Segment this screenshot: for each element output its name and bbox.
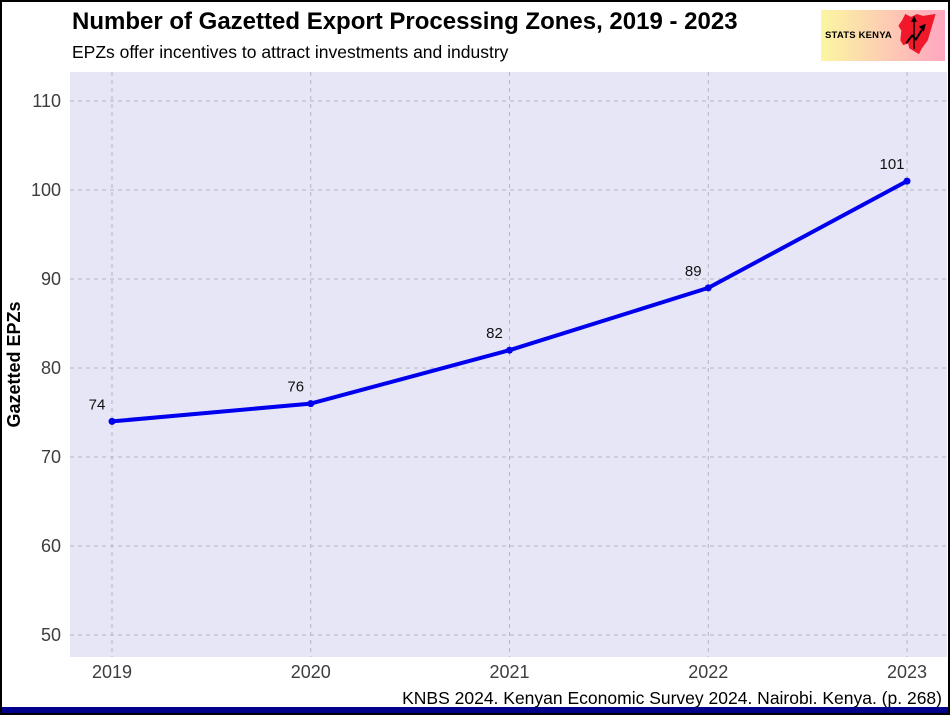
stats-kenya-logo: STATS KENYA	[821, 10, 945, 61]
plot-area	[70, 72, 947, 657]
gridlines	[70, 72, 947, 657]
svg-text:101: 101	[879, 156, 904, 173]
logo-trend-line	[905, 26, 925, 44]
logo-axis-arrowhead	[911, 15, 917, 22]
svg-text:50: 50	[41, 625, 61, 645]
footer-bar	[2, 707, 948, 713]
chart-subtitle: EPZs offer incentives to attract investm…	[72, 41, 509, 62]
svg-text:70: 70	[41, 447, 61, 467]
point-labels: 74 76 82 89 101	[89, 156, 905, 413]
logo-trend-arrowhead	[918, 23, 926, 32]
svg-text:2020: 2020	[291, 662, 331, 682]
svg-text:76: 76	[287, 379, 304, 396]
y-axis-title: Gazetted EPZs	[4, 301, 24, 427]
chart-header: Number of Gazetted Export Processing Zon…	[72, 8, 738, 63]
svg-text:2023: 2023	[887, 662, 927, 682]
svg-text:100: 100	[31, 180, 61, 200]
logo-text: STATS KENYA	[825, 30, 892, 41]
svg-text:90: 90	[41, 269, 61, 289]
svg-text:60: 60	[41, 536, 61, 556]
chart-title: Number of Gazetted Export Processing Zon…	[72, 8, 738, 35]
x-tick-labels: 2019 2020 2021 2022 2023	[92, 662, 927, 682]
point-markers	[108, 177, 911, 425]
svg-text:110: 110	[32, 91, 61, 111]
kenya-map-path	[898, 13, 936, 55]
svg-text:80: 80	[41, 358, 61, 378]
svg-text:2019: 2019	[92, 662, 132, 682]
kenya-map-icon	[898, 13, 936, 55]
svg-text:2021: 2021	[489, 662, 529, 682]
svg-text:74: 74	[89, 396, 106, 413]
y-tick-labels: 50 60 70 80 90 100 110	[31, 91, 61, 645]
svg-text:2022: 2022	[688, 662, 728, 682]
svg-text:82: 82	[486, 325, 503, 342]
svg-text:89: 89	[685, 263, 702, 280]
source-caption: KNBS 2024. Kenyan Economic Survey 2024. …	[402, 688, 942, 708]
